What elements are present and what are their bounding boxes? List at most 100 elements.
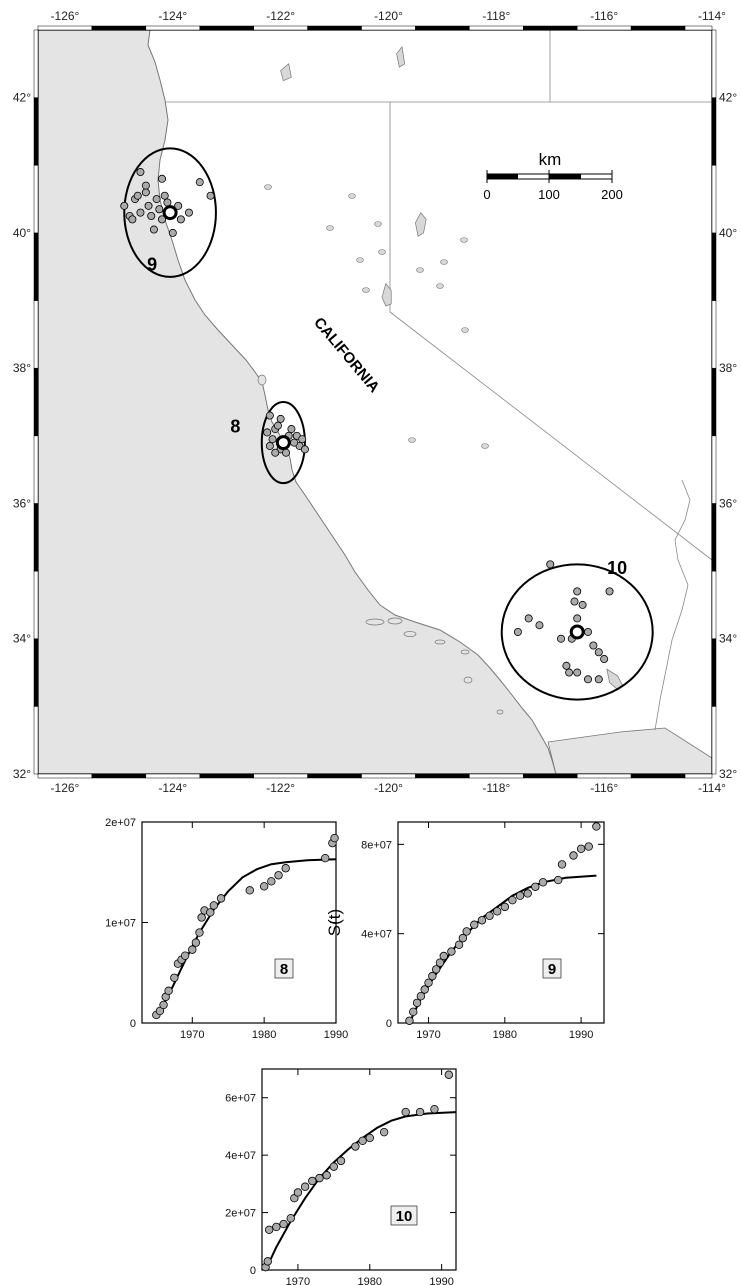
lon-label-top: -120°	[374, 9, 403, 23]
fit-curve	[155, 858, 337, 1019]
event-point	[600, 655, 609, 664]
island	[463, 676, 473, 684]
data-point	[188, 945, 197, 954]
panel-region-9: 1970 1980 1990 0 4e+07 8e+07 S(t) 9	[325, 821, 605, 1041]
data-point	[458, 933, 468, 943]
region-label: 10	[607, 558, 627, 578]
data-point	[470, 920, 479, 929]
y-tick-label: 6e+07	[225, 1093, 256, 1105]
y-tick-label: 0	[130, 1018, 136, 1030]
frame-bar-left	[33, 503, 39, 572]
frame-bar-left	[33, 367, 39, 437]
data-point	[216, 894, 226, 903]
data-point	[424, 978, 433, 987]
data-point	[428, 971, 437, 981]
event-point	[158, 215, 167, 224]
lon-label-top: -118°	[482, 9, 510, 23]
x-tick-label: 1980	[493, 1029, 517, 1041]
frame-bar-bottom	[37, 773, 93, 779]
y-tick-label: 2e+07	[225, 1208, 256, 1220]
lon-label-bottom: -122°	[266, 781, 295, 795]
lat-label-left: 42°	[13, 91, 31, 105]
scale-bar-label-200: 200	[601, 187, 623, 202]
event-point	[158, 174, 167, 183]
event-point	[573, 614, 582, 623]
data-point	[195, 928, 204, 937]
lat-label-right: 40°	[719, 226, 737, 240]
event-point	[573, 668, 582, 677]
event-point	[570, 597, 579, 606]
lon-label-bottom: -120°	[374, 781, 403, 795]
scale-bar-label-0: 0	[483, 187, 490, 202]
event-point	[594, 648, 603, 657]
data-point	[315, 1173, 324, 1183]
event-point	[524, 614, 533, 623]
region-9: 9	[120, 147, 217, 278]
event-point	[546, 560, 555, 569]
data-point	[259, 882, 269, 891]
lake	[481, 443, 489, 449]
panel-label-box	[390, 1205, 418, 1226]
island	[460, 649, 470, 655]
lat-label-right: 36°	[719, 496, 737, 510]
x-tick-label: 1990	[324, 1029, 348, 1041]
scale-bar-unit: km	[539, 150, 562, 169]
event-point	[265, 411, 274, 420]
lake	[348, 193, 356, 199]
event-point	[298, 435, 307, 444]
event-point	[573, 587, 582, 596]
data-point	[245, 886, 254, 895]
ocean-area	[38, 30, 556, 774]
data-point	[358, 1136, 367, 1145]
frame-bar-left	[33, 706, 39, 775]
y-tick-label: 2e+07	[105, 817, 136, 829]
frame-bar-right	[711, 435, 717, 504]
lat-label-right: 32°	[719, 767, 737, 781]
data-point	[321, 853, 330, 863]
region-center	[275, 435, 291, 451]
lon-label-top: -116°	[590, 9, 618, 23]
frame-bar-top	[145, 25, 201, 31]
lat-label-right: 34°	[719, 632, 737, 646]
data-point	[379, 1127, 389, 1137]
lat-label-right: 38°	[719, 361, 737, 375]
island	[365, 618, 385, 626]
data-point	[523, 889, 532, 898]
scale-bar: km 0 100 200	[483, 150, 622, 202]
event-point	[263, 428, 272, 437]
island	[257, 374, 267, 386]
frame-bar-top	[91, 25, 147, 31]
data-point	[462, 927, 471, 936]
event-point	[282, 448, 291, 457]
event-point	[152, 195, 161, 204]
data-point	[164, 986, 173, 996]
frame-bar-bottom	[469, 773, 524, 779]
frame-bar-bottom	[145, 773, 201, 779]
event-point	[287, 425, 296, 434]
data-point	[485, 911, 494, 920]
event-point	[174, 201, 183, 210]
data-point	[492, 907, 502, 916]
frame-bar-top	[253, 25, 308, 31]
data-point	[191, 938, 201, 947]
data-point	[206, 908, 215, 917]
lake	[415, 211, 427, 237]
lake	[356, 257, 364, 263]
region-center	[162, 205, 178, 221]
y-tick-label: 1e+07	[105, 918, 136, 930]
data-point	[401, 1107, 410, 1117]
lake	[460, 237, 468, 243]
data-point	[336, 1156, 346, 1166]
data-point	[447, 947, 456, 956]
event-point	[141, 188, 150, 197]
event-point	[195, 178, 204, 187]
lake	[326, 225, 334, 231]
data-point	[538, 878, 548, 887]
x-tick-label: 1970	[416, 1029, 440, 1041]
lake	[396, 46, 406, 68]
data-point	[531, 882, 540, 891]
event-point	[265, 441, 274, 450]
longitude-labels-top: -126° -124° -122° -120° -118° -116° -114°	[51, 9, 727, 23]
data-point	[155, 1006, 165, 1016]
data-point	[365, 1133, 374, 1143]
